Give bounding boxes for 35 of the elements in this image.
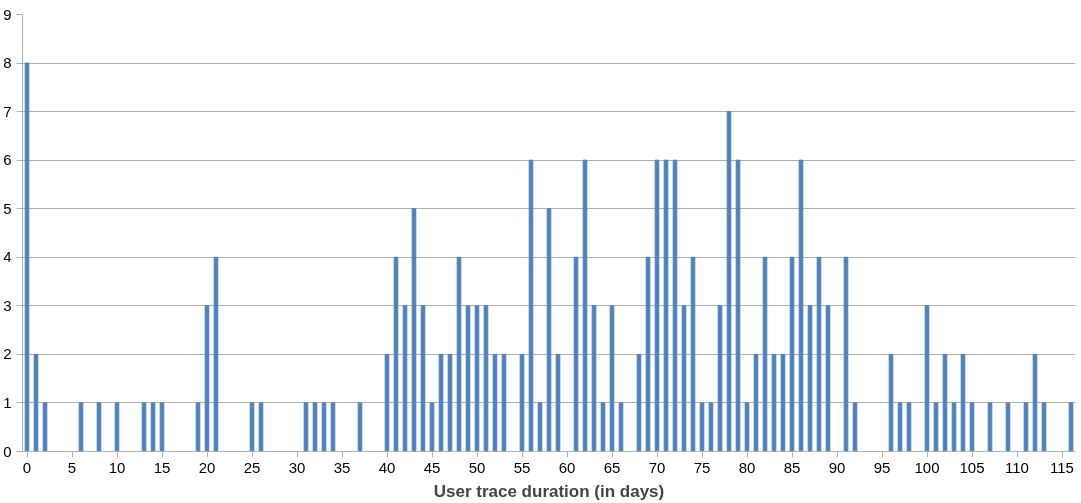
x-tick-label: 5 xyxy=(67,458,77,476)
x-tick-label: 20 xyxy=(198,458,216,476)
x-tick-label: 85 xyxy=(783,458,801,476)
x-tick-label: 30 xyxy=(288,458,306,476)
x-tick-label: 50 xyxy=(468,458,486,476)
y-tick-label: 4 xyxy=(3,248,12,266)
x-tick-label: 40 xyxy=(378,458,396,476)
x-tick-label: 60 xyxy=(558,458,576,476)
x-tick-label: 80 xyxy=(738,458,756,476)
x-tick-label: 95 xyxy=(873,458,891,476)
x-tick-label: 10 xyxy=(108,458,126,476)
y-tick-label: 8 xyxy=(3,54,12,72)
x-tick-label: 45 xyxy=(423,458,441,476)
x-tick-label: 15 xyxy=(153,458,171,476)
y-tick-label: 7 xyxy=(3,102,12,120)
x-tick-label: 35 xyxy=(333,458,351,476)
x-tick-label: 110 xyxy=(1005,458,1029,476)
x-tick-label: 90 xyxy=(828,458,846,476)
y-tick-label: 6 xyxy=(3,151,12,169)
y-tick-label: 1 xyxy=(3,393,12,411)
x-axis-title: User trace duration (in days) xyxy=(433,481,665,501)
x-tick-label: 115 xyxy=(1050,458,1074,476)
x-tick-label: 105 xyxy=(959,458,985,476)
x-tick-label: 65 xyxy=(603,458,621,476)
x-tick-label: 0 xyxy=(22,458,32,476)
y-tick-label: 9 xyxy=(3,5,12,23)
x-tick-label: 100 xyxy=(914,458,940,476)
x-tick-label: 75 xyxy=(693,458,711,476)
x-tick-label: 70 xyxy=(648,458,666,476)
y-tick-label: 0 xyxy=(3,442,12,460)
y-tick-label: 5 xyxy=(3,199,12,217)
x-tick-label: 55 xyxy=(513,458,531,476)
y-tick-label: 2 xyxy=(3,345,12,363)
y-tick-label: 3 xyxy=(3,296,12,314)
x-tick-label: 25 xyxy=(243,458,261,476)
